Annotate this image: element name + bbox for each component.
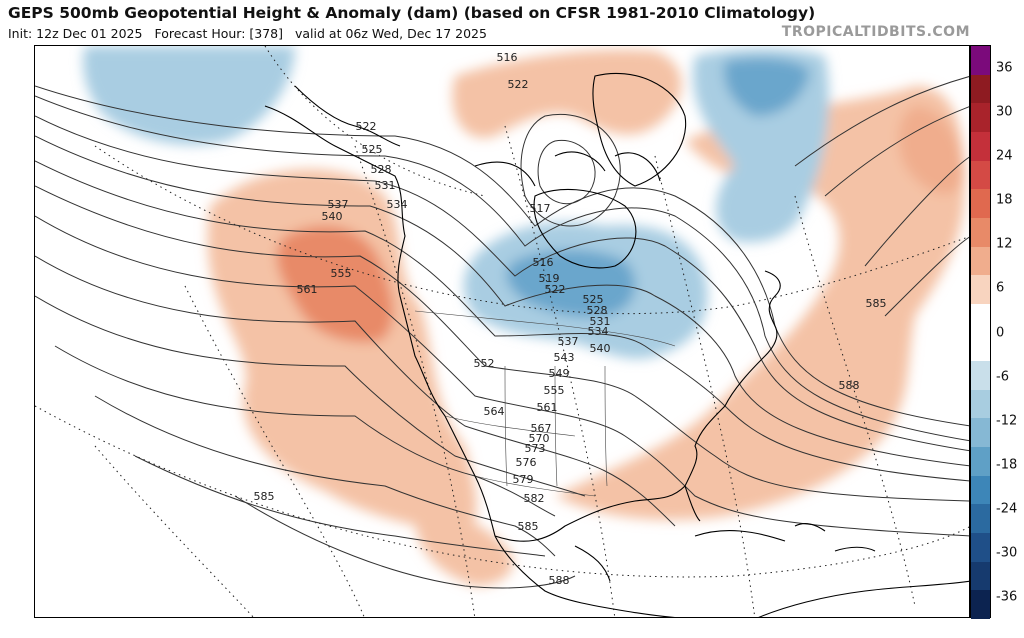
colorbar-segment (971, 447, 990, 477)
contour-label: 528 (371, 163, 392, 176)
contour-label: 543 (554, 351, 575, 364)
contour-label: 561 (297, 283, 318, 296)
ridge-anomaly-nw-atlantic (898, 106, 965, 195)
colorbar-segment (971, 46, 990, 76)
colorbar-tick-label: 6 (996, 280, 1005, 296)
trough-anomaly-alaska (83, 46, 296, 145)
colorbar-segment (971, 103, 990, 133)
contour-label: 534 (387, 198, 408, 211)
colorbar-segment (971, 189, 990, 219)
contour-label: 522 (545, 283, 566, 296)
colorbar-tick-label: 0 (996, 325, 1005, 340)
height-contours (35, 76, 969, 589)
colorbar-tick-label: -36 (996, 589, 1018, 605)
colorbar-segment (971, 131, 990, 162)
colorbar-segment (971, 361, 990, 391)
contour-label: 522 (356, 120, 377, 133)
contour-label: 555 (544, 384, 565, 397)
colorbar-segment (971, 217, 990, 248)
contour-label: 549 (549, 367, 570, 380)
anomaly-colorbar (970, 45, 991, 620)
colorbar-segment (971, 504, 990, 534)
contour-label: 517 (530, 202, 551, 215)
contour-label: 582 (524, 492, 545, 505)
contour-label: 525 (583, 293, 604, 306)
contour-label: 588 (549, 574, 570, 587)
contour-label: 522 (508, 78, 529, 91)
map-panel: 516 522 522 525 528 531 534 537 540 555 … (34, 45, 970, 618)
colorbar-tick-label: -12 (996, 413, 1018, 429)
init-time: Init: 12z Dec 01 2025 (8, 26, 143, 41)
weather-map: 516 522 522 525 528 531 534 537 540 555 … (35, 46, 969, 617)
colorbar-segment (971, 246, 990, 276)
contour-label: 567 (531, 422, 552, 435)
contour-label: 585 (866, 297, 887, 310)
contour-label: 561 (537, 401, 558, 414)
colorbar-segment (971, 275, 990, 305)
forecast-hour: Forecast Hour: [378] (154, 26, 284, 41)
colorbar-segment (971, 160, 990, 190)
colorbar-segment (971, 475, 990, 505)
ridge-anomaly-core (276, 225, 394, 343)
ridge-anomaly-greenland (452, 49, 682, 138)
contour-label: 564 (484, 405, 505, 418)
contour-label: 579 (513, 473, 534, 486)
colorbar-tick-label: 36 (996, 60, 1013, 76)
contour-label: 540 (590, 342, 611, 355)
contour-label: 528 (587, 304, 608, 317)
colorbar-segment (971, 332, 990, 362)
contour-label: 516 (533, 256, 554, 269)
colorbar-segment (971, 418, 990, 448)
contour-label: 573 (525, 442, 546, 455)
anomaly-shading (83, 46, 965, 586)
borders (414, 310, 676, 497)
chart-title: GEPS 500mb Geopotential Height & Anomaly… (8, 4, 816, 22)
contour-label: 519 (539, 272, 560, 285)
coastlines (264, 72, 969, 617)
colorbar-segment (971, 74, 990, 104)
contour-label: 576 (516, 456, 537, 469)
ridge-anomaly-pacific (207, 169, 477, 536)
colorbar-tick-label: -30 (996, 545, 1018, 561)
contour-label: 537 (558, 335, 579, 348)
contour-label: 531 (375, 179, 396, 192)
forecast-info: Init: 12z Dec 01 2025 Forecast Hour: [37… (8, 26, 495, 41)
contour-label: 537 (328, 198, 349, 211)
colorbar-tick-label: 24 (996, 148, 1013, 164)
colorbar-segment (971, 303, 990, 333)
colorbar-segment (971, 590, 990, 620)
colorbar-tick-label: 30 (996, 104, 1013, 120)
contour-label: 540 (322, 210, 343, 223)
valid-time: valid at 06z Wed, Dec 17 2025 (295, 26, 487, 41)
colorbar-tick-label: -24 (996, 501, 1018, 517)
graticule (35, 46, 969, 617)
contour-label: 516 (497, 51, 518, 64)
colorbar-segment (971, 533, 990, 563)
contour-label: 570 (529, 432, 550, 445)
contour-label: 531 (590, 315, 611, 328)
trough-anomaly-n-atlantic-core (724, 58, 810, 116)
colorbar-segment (971, 389, 990, 419)
contour-label: 585 (518, 520, 539, 533)
colorbar-tick-label: 18 (996, 192, 1013, 208)
colorbar-tick-label: -18 (996, 457, 1018, 473)
ridge-anomaly-atlantic (555, 86, 965, 520)
contour-label: 588 (839, 379, 860, 392)
contour-label: 552 (474, 357, 495, 370)
contour-label: 534 (588, 325, 609, 338)
trough-anomaly-canada-core (506, 249, 636, 318)
contour-label: 525 (362, 143, 383, 156)
site-credit: TROPICALTIDBITS.COM (781, 24, 970, 40)
contour-label: 555 (331, 267, 352, 280)
colorbar-tick-label: -6 (996, 369, 1009, 385)
colorbar-segment (971, 561, 990, 591)
colorbar-tick-label: 12 (996, 236, 1013, 252)
contour-label-layer: 516 522 522 525 528 531 534 537 540 555 … (254, 51, 887, 587)
contour-label: 585 (254, 490, 275, 503)
